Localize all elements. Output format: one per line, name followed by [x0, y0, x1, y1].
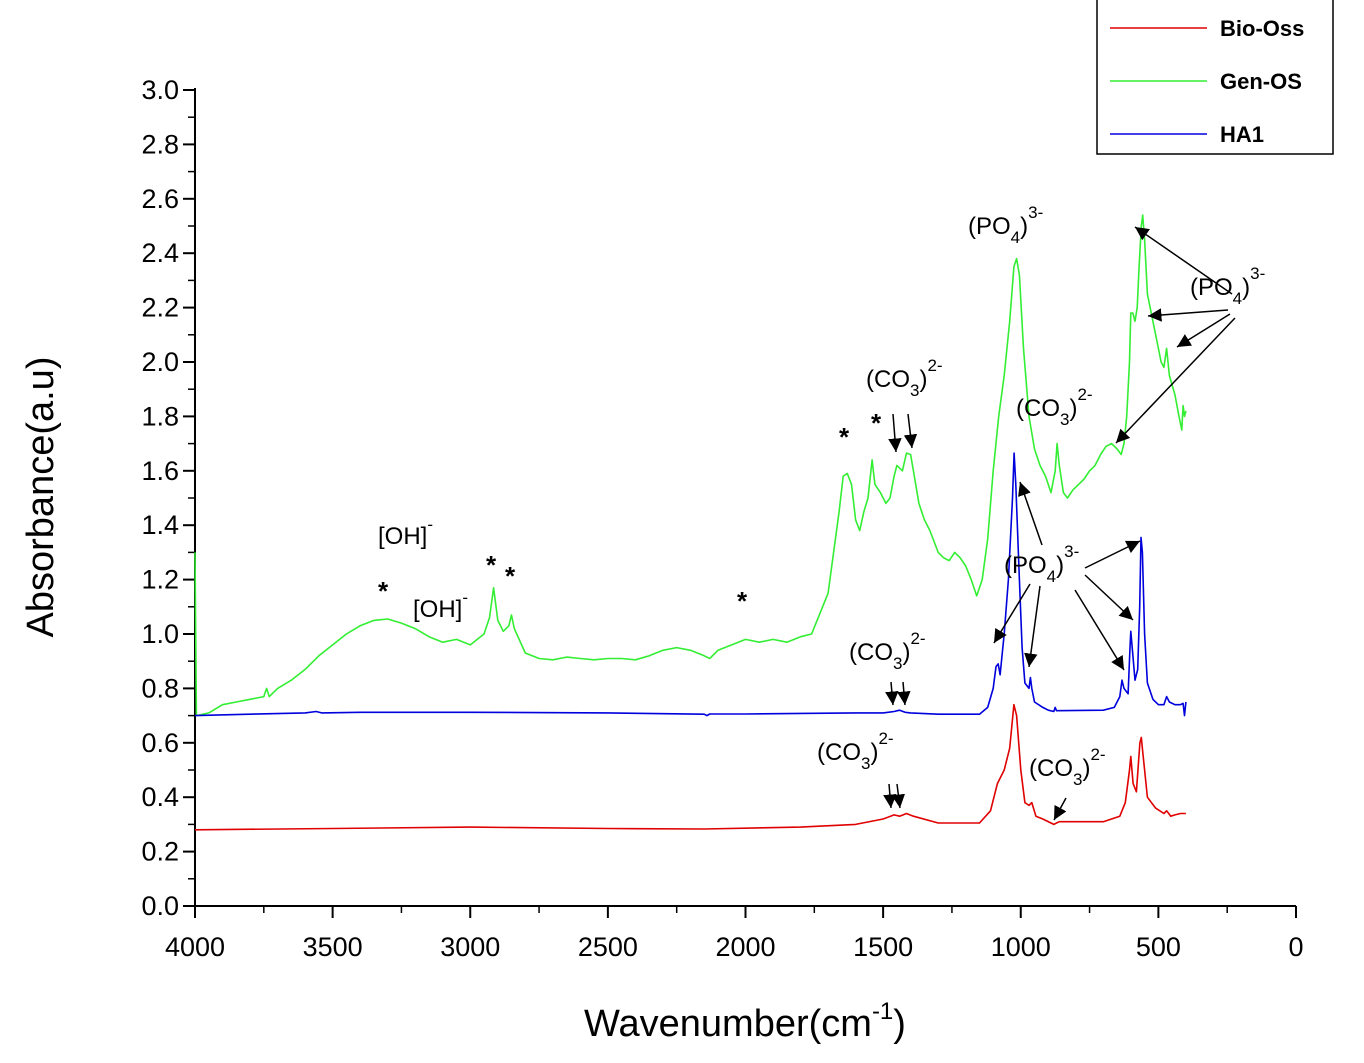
star-marker: * [871, 408, 882, 438]
arrow-po4-ha-5 [1084, 574, 1134, 621]
y-tick-label: 0.2 [141, 837, 179, 867]
arrow-co3-bio-3 [1053, 797, 1067, 821]
y-tick-label: 1.2 [141, 565, 179, 595]
annotation-oh-2: [OH]- [413, 588, 468, 623]
y-tick-label: 0.8 [141, 673, 179, 703]
annotation-po4-gen-a: (PO4)3- [968, 203, 1043, 247]
arrow-po4-ha-1 [1018, 481, 1043, 546]
legend: Bio-Oss Gen-OS HA1 [1096, 0, 1334, 155]
y-tick-label: 2.2 [141, 293, 179, 323]
annotation-co3-gen-a: (CO3)2- [866, 356, 943, 400]
x-tick-label: 2500 [578, 932, 638, 962]
star-marker: * [486, 550, 497, 580]
annotation-po4-gen-b: (PO4)3- [1190, 264, 1265, 308]
axes: 0.0 0.2 0.4 0.6 0.8 1.0 1.2 1.4 1.6 1.8 2.0 2.2 2.4 2… [141, 75, 1303, 962]
y-tick-label: 0.0 [141, 891, 179, 921]
x-tick-label: 1000 [991, 932, 1051, 962]
x-tick-label: 2000 [715, 932, 775, 962]
x-tick-label: 500 [1136, 932, 1181, 962]
arrow-co3-bio-1 [883, 783, 897, 809]
series-layer [194, 214, 1187, 831]
star-marker: * [737, 586, 748, 616]
arrow-co3-bio-2 [891, 783, 906, 809]
arrow-co3-gen-2 [903, 413, 918, 449]
arrow-po4-ha-6 [1074, 589, 1125, 671]
arrow-po4-ha-2 [993, 583, 1031, 644]
y-tick-label: 0.4 [141, 782, 179, 812]
legend-label: Bio-Oss [1220, 16, 1304, 41]
x-axis-title: Wavenumber(cm-1) [584, 998, 906, 1045]
y-tick-label: 2.6 [141, 184, 179, 214]
arrow-co3-gen-1 [888, 413, 902, 453]
y-tick-label: 1.0 [141, 619, 179, 649]
arrow-po4-ha-4 [1084, 540, 1141, 569]
series-line-ha1 [194, 452, 1187, 717]
y-tick-label: 2.0 [141, 347, 179, 377]
annotation-co3-bio-b: (CO3)2- [1029, 745, 1106, 789]
x-tick-label: 4000 [165, 932, 225, 962]
annotations: [OH]- [OH]- * * * * * * (CO3)2- (PO4)3- … [378, 203, 1265, 821]
annotation-co3-bio-a: (CO3)2- [817, 729, 894, 773]
star-marker: * [505, 561, 516, 591]
arrow-po4-gen-4 [1115, 317, 1236, 444]
x-ticks: 4000 3500 3000 2500 2000 1500 1000 500 0 [165, 906, 1304, 962]
y-tick-label: 0.6 [141, 728, 179, 758]
x-tick-label: 1500 [853, 932, 913, 962]
legend-box [1096, 0, 1334, 155]
y-tick-label: 3.0 [141, 75, 179, 105]
y-tick-label: 1.4 [141, 510, 179, 540]
arrow-co3-ha-2 [897, 681, 911, 706]
annotation-co3-ha: (CO3)2- [849, 629, 926, 673]
legend-label: HA1 [1220, 122, 1264, 147]
arrow-co3-ha-1 [885, 681, 899, 706]
series-line-gen-os [194, 214, 1187, 717]
x-tick-label: 3000 [440, 932, 500, 962]
y-ticks: 0.0 0.2 0.4 0.6 0.8 1.0 1.2 1.4 1.6 1.8 2.0 2.2 2.4 2… [141, 75, 195, 921]
arrow-po4-ha-3 [1024, 585, 1041, 668]
y-tick-label: 2.8 [141, 129, 179, 159]
x-tick-label: 3500 [303, 932, 363, 962]
arrow-po4-gen-3 [1176, 313, 1231, 348]
arrow-po4-gen-1 [1134, 226, 1233, 295]
star-marker: * [378, 576, 389, 606]
y-tick-label: 1.8 [141, 401, 179, 431]
annotation-co3-gen-b: (CO3)2- [1016, 385, 1093, 429]
annotation-oh-1: [OH]- [378, 515, 433, 550]
y-axis-title: Absorbance(a.u) [20, 357, 62, 638]
annotation-po4-ha: (PO4)3- [1004, 542, 1079, 586]
legend-label: Gen-OS [1220, 69, 1302, 94]
x-tick-label: 0 [1288, 932, 1303, 962]
y-tick-label: 2.4 [141, 238, 179, 268]
star-marker: * [839, 422, 850, 452]
y-tick-label: 1.6 [141, 456, 179, 486]
series-line-bio-oss [194, 703, 1186, 831]
arrow-po4-gen-2 [1147, 308, 1229, 322]
